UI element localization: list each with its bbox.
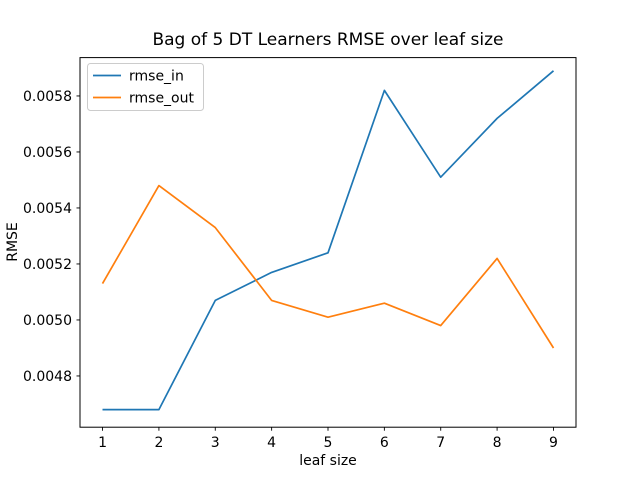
y-tick-label: 0.0048 xyxy=(23,369,72,385)
x-tick-label: 5 xyxy=(324,435,333,451)
y-tick-label: 0.0056 xyxy=(23,145,72,161)
y-axis-ticks: 0.0048 0.0050 0.0052 0.0054 0.0056 0.0058 xyxy=(23,89,80,385)
chart-title: Bag of 5 DT Learners RMSE over leaf size xyxy=(152,30,503,50)
series-line-rmse_in xyxy=(102,70,555,411)
x-tick-label: 9 xyxy=(549,435,558,451)
x-tick-label: 3 xyxy=(211,435,220,451)
x-tick-label: 6 xyxy=(380,435,389,451)
x-tick-label: 4 xyxy=(267,435,276,451)
series-lines xyxy=(101,70,555,411)
x-axis-ticks: 1 2 3 4 5 6 7 8 9 xyxy=(98,427,558,451)
legend-item-rmse-in: rmse_in xyxy=(93,69,184,85)
y-tick-label: 0.0050 xyxy=(23,313,72,329)
y-tick-label: 0.0058 xyxy=(23,89,72,105)
y-tick-label: 0.0052 xyxy=(23,257,72,273)
legend: rmse_in rmse_out xyxy=(87,63,204,111)
x-axis-label: leaf size xyxy=(299,453,357,469)
x-tick-label: 1 xyxy=(98,435,107,451)
legend-label-rmse-in: rmse_in xyxy=(129,69,184,85)
series-line-rmse_out xyxy=(101,184,555,349)
x-tick-label: 8 xyxy=(493,435,502,451)
legend-label-rmse-out: rmse_out xyxy=(129,91,194,107)
legend-item-rmse-out: rmse_out xyxy=(93,91,194,107)
plot-area xyxy=(79,57,577,428)
y-tick-label: 0.0054 xyxy=(23,201,72,217)
x-tick-label: 2 xyxy=(154,435,163,451)
x-tick-label: 7 xyxy=(436,435,445,451)
y-axis-label: RMSE xyxy=(5,222,21,262)
